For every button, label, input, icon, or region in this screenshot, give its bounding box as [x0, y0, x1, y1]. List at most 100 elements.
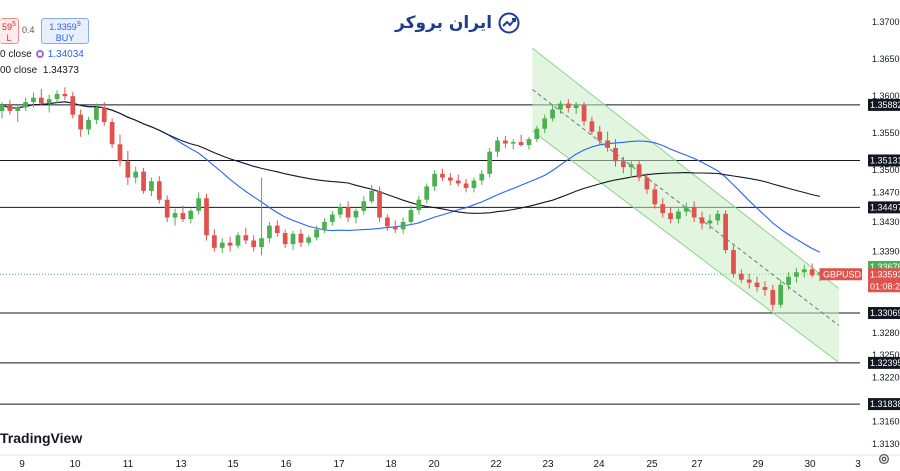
- candle: [526, 136, 532, 150]
- candle-body: [196, 198, 201, 211]
- candle: [652, 184, 658, 209]
- candle-body: [487, 151, 493, 174]
- symbol-tag: [820, 268, 862, 281]
- candle: [164, 195, 170, 222]
- candle-body: [109, 122, 115, 145]
- candle: [778, 279, 784, 308]
- spread-value: 0.4: [22, 25, 35, 35]
- candle-body: [369, 190, 375, 202]
- candle-body: [699, 217, 705, 224]
- candle-body: [117, 144, 123, 162]
- candle-body: [565, 103, 571, 109]
- price-axis-bg: [860, 0, 900, 471]
- candle-body: [558, 103, 563, 110]
- candle: [23, 97, 28, 111]
- candle-body: [589, 121, 595, 132]
- candle-body: [463, 183, 469, 188]
- candle-body: [62, 93, 68, 97]
- channel-upper: [532, 47, 840, 289]
- candle: [731, 245, 736, 278]
- candle: [31, 92, 36, 108]
- candle: [432, 170, 437, 191]
- level-price-tag: [868, 98, 900, 111]
- visibility-toggle-icon[interactable]: [35, 50, 44, 59]
- level-price-label: 1.31838: [870, 399, 900, 409]
- price-axis: 1.37000 1.36500 1.36000 1.35500 1.35000 1.347…: [820, 0, 900, 471]
- candle: [455, 174, 461, 187]
- candle-body: [164, 199, 170, 218]
- sell-button[interactable]: 595 L: [0, 18, 19, 44]
- candle-body: [46, 99, 52, 104]
- candle: [558, 100, 563, 114]
- candle: [794, 267, 799, 283]
- candle-body: [408, 210, 414, 222]
- candle-body: [746, 279, 752, 283]
- candle: [0, 102, 5, 119]
- indicator-fast-label: 0 close: [0, 49, 32, 60]
- candle: [613, 139, 618, 167]
- level-price-label: 1.35131: [870, 155, 900, 165]
- candle-body: [314, 229, 319, 238]
- countdown-label: 01:08:2: [870, 281, 900, 291]
- candle: [361, 196, 367, 215]
- time-tick-label: 18: [385, 459, 397, 470]
- candle: [251, 235, 257, 252]
- time-tick-label: 30: [804, 459, 816, 470]
- candle-body: [306, 237, 312, 243]
- candle-body: [794, 272, 799, 277]
- level-price-label: 1.33069: [870, 308, 900, 318]
- buy-button[interactable]: 1.33599 BUY: [41, 18, 89, 44]
- candle: [314, 225, 319, 241]
- candle-body: [707, 220, 713, 224]
- candle: [699, 211, 705, 230]
- candle-body: [479, 173, 485, 181]
- candles: [0, 87, 823, 311]
- candle-body: [204, 198, 209, 236]
- tradingview-watermark: TradingView: [0, 430, 83, 446]
- candle-body: [322, 221, 327, 230]
- candle: [676, 208, 681, 224]
- level-price-tag: [868, 398, 900, 411]
- candle-body: [353, 210, 359, 218]
- candle-body: [227, 242, 233, 246]
- candle: [392, 220, 398, 234]
- candle: [786, 272, 791, 291]
- candle: [385, 214, 390, 231]
- candle: [447, 173, 453, 185]
- candle-body: [503, 140, 508, 144]
- gear-icon[interactable]: [877, 452, 891, 466]
- candle-body: [78, 114, 84, 130]
- candle-body: [455, 180, 461, 184]
- candle: [38, 88, 44, 106]
- candle-body: [156, 181, 162, 200]
- candle-body: [660, 204, 666, 214]
- indicator-fast-ma[interactable]: 0 close 1.34034: [0, 49, 84, 60]
- time-axis: 9 10 11 13 15 16 17 18 20 22 23 24 25 27 29 30 3: [0, 454, 900, 470]
- candle-body: [400, 221, 406, 230]
- candle: [345, 201, 351, 222]
- candle: [408, 205, 414, 225]
- time-tick-label: 23: [542, 459, 554, 470]
- candle-body: [597, 131, 603, 141]
- price-tick-label: 1.31300: [872, 439, 900, 449]
- price-tick-label: 1.32500: [872, 350, 900, 360]
- candle: [463, 179, 469, 193]
- candle-body: [738, 273, 744, 280]
- time-tick-label: 3: [855, 459, 861, 470]
- time-tick-label: 15: [227, 459, 239, 470]
- candle: [762, 281, 768, 296]
- candle: [495, 136, 500, 157]
- candle-body: [259, 238, 264, 248]
- candle: [337, 203, 343, 219]
- candle: [518, 134, 524, 147]
- candle-body: [518, 142, 524, 146]
- candle-body: [70, 96, 76, 115]
- candle: [306, 235, 312, 246]
- candle: [125, 150, 131, 185]
- candle-body: [510, 142, 516, 144]
- candle: [440, 168, 445, 182]
- indicator-slow-ma[interactable]: 00 close 1.34373: [0, 65, 79, 76]
- candle: [683, 202, 689, 217]
- candle: [487, 147, 493, 178]
